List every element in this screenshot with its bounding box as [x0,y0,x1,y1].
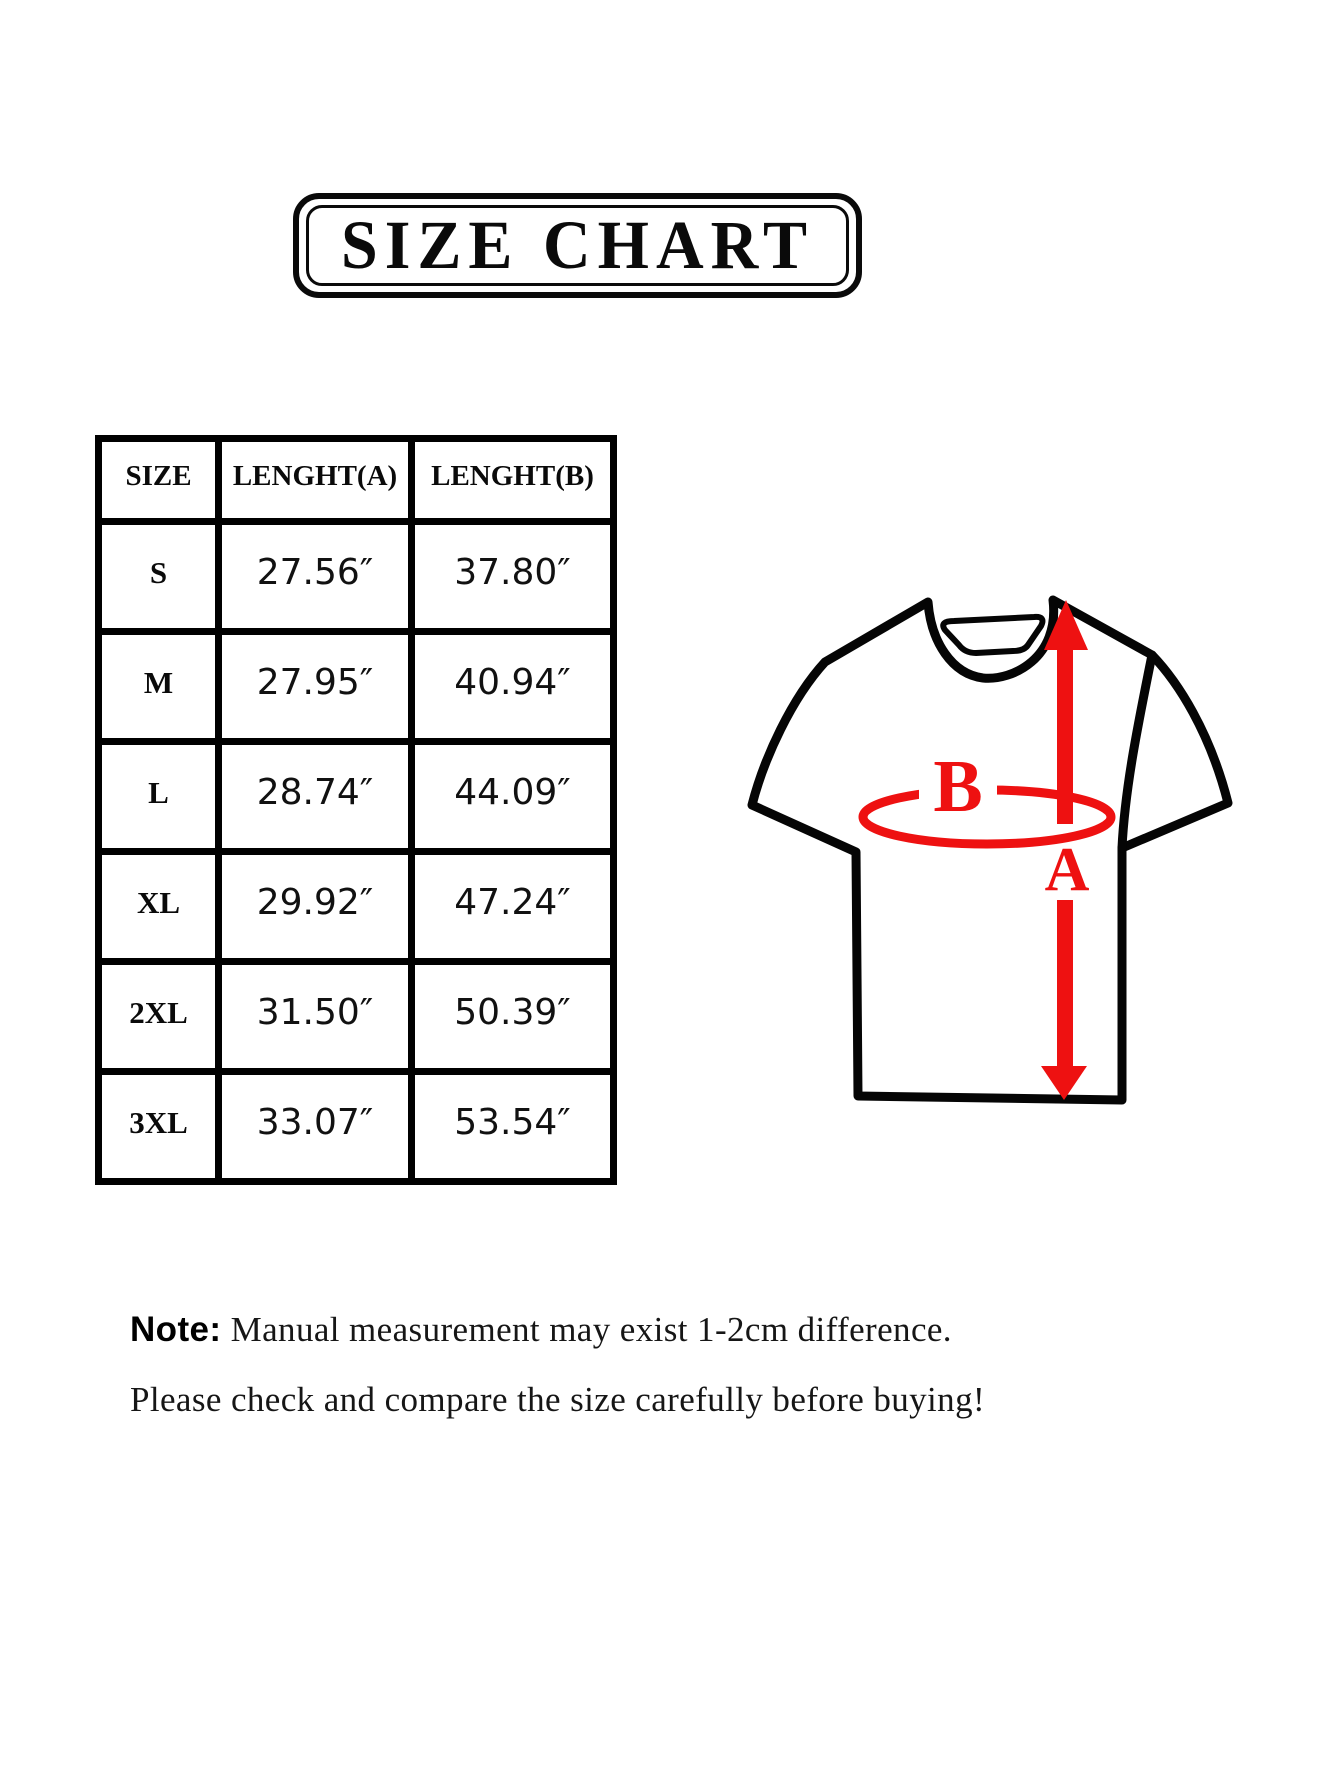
col-header-size: SIZE [95,435,222,525]
label-b: B [933,746,982,828]
length-b-value: 53.54″ [408,1068,617,1185]
label-b-backing [919,750,997,813]
table-row: XL 29.92″ 47.24″ [95,848,617,965]
table-row: M 27.95″ 40.94″ [95,628,617,745]
table-row: 2XL 31.50″ 50.39″ [95,958,617,1075]
size-label: M [95,628,222,745]
length-a-value: 27.95″ [215,628,415,745]
length-b-value: 44.09″ [408,738,617,855]
size-label: XL [95,848,222,965]
length-a-value: 29.92″ [215,848,415,965]
length-arrow-head-down [1041,1066,1087,1100]
size-table: SIZE LENGHT(A) LENGHT(B) S 27.56″ 37.80″… [95,435,617,1185]
length-arrow-shaft-top [1057,646,1073,824]
length-a-value: 33.07″ [215,1068,415,1185]
label-a: A [1045,836,1090,904]
length-b-value: 47.24″ [408,848,617,965]
size-label: 3XL [95,1068,222,1185]
collar-band [940,613,1046,656]
size-label: L [95,738,222,855]
tshirt-measurement-diagram: B A [640,560,1240,1120]
tshirt-outline [747,595,1233,1105]
table-row: S 27.56″ 37.80″ [95,518,617,635]
size-label: S [95,518,222,635]
note-line-2: Please check and compare the size carefu… [130,1380,986,1419]
table-row: 3XL 33.07″ 53.54″ [95,1068,617,1185]
col-header-length-a: LENGHT(A) [215,435,415,525]
length-arrow-shaft-bottom [1057,900,1073,1070]
sleeve-seam-line [1117,650,1157,853]
page-title: SIZE CHART [341,207,814,283]
note-line-1: Note: Manual measurement may exist 1-2cm… [130,1310,1210,1350]
length-a-value: 28.74″ [215,738,415,855]
note-prefix: Note: [130,1310,222,1349]
size-label: 2XL [95,958,222,1075]
length-b-value: 50.39″ [408,958,617,1075]
length-b-value: 40.94″ [408,628,617,745]
note-line-1-text: Manual measurement may exist 1-2cm diffe… [221,1310,952,1349]
title-box: SIZE CHART [293,193,862,298]
title-box-inner-border: SIZE CHART [306,205,849,286]
tshirt-icon: B A [747,595,1233,1105]
col-header-length-b: LENGHT(B) [408,435,617,525]
length-a-value: 27.56″ [215,518,415,635]
length-arrow-head-up [1044,600,1088,650]
length-b-value: 37.80″ [408,518,617,635]
note-text: Note: Manual measurement may exist 1-2cm… [130,1310,1210,1450]
table-header-row: SIZE LENGHT(A) LENGHT(B) [95,435,617,525]
length-a-value: 31.50″ [215,958,415,1075]
table-row: L 28.74″ 44.09″ [95,738,617,855]
